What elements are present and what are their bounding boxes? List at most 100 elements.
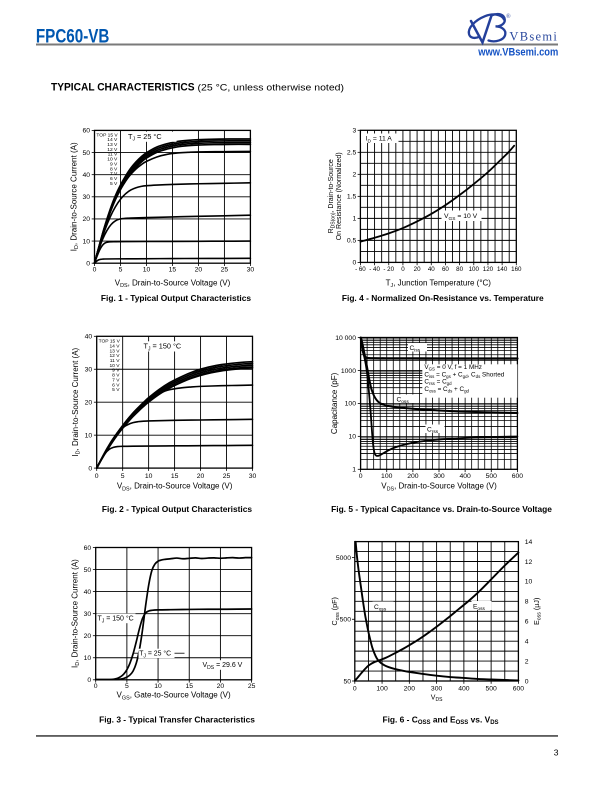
svg-text:VDS​: VDS​ [431, 695, 443, 704]
svg-text:Fig. 1 - Typical Output Charac: Fig. 1 - Typical Output Characteristics [101, 293, 252, 303]
svg-text:12: 12 [525, 559, 533, 566]
svg-text:6 V: 6 V [112, 382, 120, 388]
svg-text:400: 400 [459, 473, 471, 480]
svg-text:VDS​ = 29.6 V: VDS​ = 29.6 V [203, 662, 243, 671]
svg-text:160: 160 [511, 266, 522, 273]
svg-text:TYPICAL CHARACTERISTICS: TYPICAL CHARACTERISTICS [51, 82, 195, 94]
svg-text:0: 0 [88, 465, 92, 472]
svg-text:TJ​ = 25 °C: TJ​ = 25 °C [139, 650, 171, 660]
svg-text:1.5: 1.5 [347, 194, 357, 201]
svg-text:0: 0 [525, 678, 529, 685]
svg-text:20: 20 [197, 473, 205, 480]
svg-text:80: 80 [456, 266, 463, 273]
svg-text:500: 500 [340, 617, 352, 624]
svg-text:40: 40 [82, 172, 90, 179]
svg-text:0: 0 [353, 260, 357, 267]
svg-text:0: 0 [95, 473, 99, 480]
svg-text:20: 20 [195, 266, 203, 273]
svg-text:40: 40 [85, 334, 93, 341]
svg-text:ID​, Drain-to-Source Current (: ID​, Drain-to-Source Current (A) [71, 559, 82, 668]
svg-text:Capacitance (pF): Capacitance (pF) [330, 372, 339, 434]
svg-text:FPC60-VB: FPC60-VB [36, 27, 110, 48]
svg-text:RDS(on)​, Drain-to-Source: RDS(on)​, Drain-to-Source [328, 159, 337, 233]
svg-text:500: 500 [486, 473, 498, 480]
svg-text:15: 15 [185, 683, 193, 690]
svg-text:VDS​, Drain-to-Source Voltage: VDS​, Drain-to-Source Voltage (V) [117, 482, 233, 493]
svg-text:20: 20 [84, 633, 92, 640]
svg-text:10: 10 [348, 434, 356, 441]
svg-text:20: 20 [82, 216, 90, 223]
svg-text:TOP 15 V: TOP 15 V [99, 339, 121, 345]
svg-text:9 V: 9 V [110, 161, 118, 167]
svg-text:www.VBsemi.com: www.VBsemi.com [477, 46, 558, 58]
svg-text:40: 40 [84, 589, 92, 596]
svg-text:500: 500 [485, 685, 497, 692]
svg-text:- 60: - 60 [355, 266, 366, 273]
svg-text:10 V: 10 V [107, 157, 118, 163]
svg-text:5 V: 5 V [112, 387, 120, 393]
svg-text:8 V: 8 V [110, 166, 118, 172]
svg-text:Coss​ = Cds​ + Cgd​: Coss​ = Cds​ + Cgd​ [424, 386, 469, 394]
svg-text:1000: 1000 [341, 368, 356, 375]
svg-text:25: 25 [223, 473, 231, 480]
svg-text:Eoss​ (µJ): Eoss​ (µJ) [532, 598, 543, 625]
svg-text:Fig. 6 - COSS​ and EOSS​ vs. V: Fig. 6 - COSS​ and EOSS​ vs. VDS​ [382, 714, 498, 726]
svg-text:200: 200 [407, 473, 419, 480]
svg-text:3: 3 [554, 748, 559, 758]
svg-text:6 V: 6 V [110, 176, 118, 182]
svg-text:13 V: 13 V [107, 142, 118, 148]
svg-text:1: 1 [352, 467, 356, 474]
svg-text:0: 0 [93, 266, 97, 273]
svg-text:140: 140 [497, 266, 508, 273]
svg-text:100: 100 [381, 473, 393, 480]
svg-text:25: 25 [221, 266, 229, 273]
svg-text:14 V: 14 V [109, 343, 120, 349]
svg-text:5000: 5000 [336, 555, 351, 562]
svg-text:11 V: 11 V [108, 152, 118, 158]
svg-text:120: 120 [483, 266, 494, 273]
svg-text:Crss​ = Cgd​: Crss​ = Cgd​ [424, 379, 452, 387]
svg-text:TJ​ = 25 °C: TJ​ = 25 °C [128, 132, 162, 143]
svg-text:10: 10 [84, 655, 92, 662]
svg-text:10: 10 [85, 432, 93, 439]
svg-text:5 V: 5 V [110, 181, 118, 187]
svg-text:0: 0 [359, 473, 363, 480]
svg-text:20: 20 [414, 266, 421, 273]
svg-text:Fig. 4 - Normalized On-Resista: Fig. 4 - Normalized On-Resistance vs. Te… [342, 293, 544, 303]
svg-text:10 000: 10 000 [335, 335, 356, 342]
svg-text:100: 100 [376, 685, 388, 692]
svg-text:50: 50 [343, 678, 351, 685]
svg-text:TJ​ = 150 °C: TJ​ = 150 °C [144, 342, 182, 353]
svg-text:11 V: 11 V [110, 358, 120, 364]
svg-text:1: 1 [353, 216, 357, 223]
svg-text:5: 5 [125, 683, 129, 690]
svg-text:Eoss​: Eoss​ [473, 604, 485, 613]
svg-text:- 20: - 20 [383, 266, 394, 273]
svg-text:30: 30 [249, 473, 257, 480]
svg-text:TJ​ = 150 °C: TJ​ = 150 °C [98, 615, 134, 625]
svg-text:10: 10 [143, 266, 151, 273]
svg-text:10 V: 10 V [109, 363, 120, 369]
svg-text:14: 14 [525, 539, 533, 546]
svg-text:ID​, Drain-to-Source Current (: ID​, Drain-to-Source Current (A) [71, 347, 82, 456]
svg-text:®: ® [506, 13, 511, 20]
svg-text:50: 50 [82, 150, 90, 157]
svg-text:30: 30 [247, 266, 255, 273]
svg-text:14 V: 14 V [107, 137, 118, 143]
svg-text:Crss​: Crss​ [427, 427, 439, 436]
svg-text:Fig. 3 - Typical Transfer Char: Fig. 3 - Typical Transfer Characteristic… [99, 714, 255, 724]
svg-text:TJ​, Junction Temperature (°C): TJ​, Junction Temperature (°C) [386, 278, 492, 289]
svg-text:Ciss​ = Cgs​ + Cgd​, Cds​ Shor: Ciss​ = Cgs​ + Cgd​, Cds​ Shorted [424, 371, 504, 379]
svg-text:VBsemi: VBsemi [509, 30, 558, 44]
svg-text:0: 0 [87, 677, 91, 684]
svg-text:30: 30 [82, 194, 90, 201]
svg-text:20: 20 [85, 400, 93, 407]
svg-text:60: 60 [442, 266, 449, 273]
svg-text:13 V: 13 V [109, 348, 120, 354]
svg-text:4: 4 [525, 638, 529, 645]
svg-text:100: 100 [345, 401, 357, 408]
svg-text:12 V: 12 V [107, 147, 118, 153]
svg-text:TOP 15 V: TOP 15 V [96, 132, 118, 138]
svg-text:8 V: 8 V [112, 373, 120, 379]
svg-text:7 V: 7 V [110, 171, 118, 177]
